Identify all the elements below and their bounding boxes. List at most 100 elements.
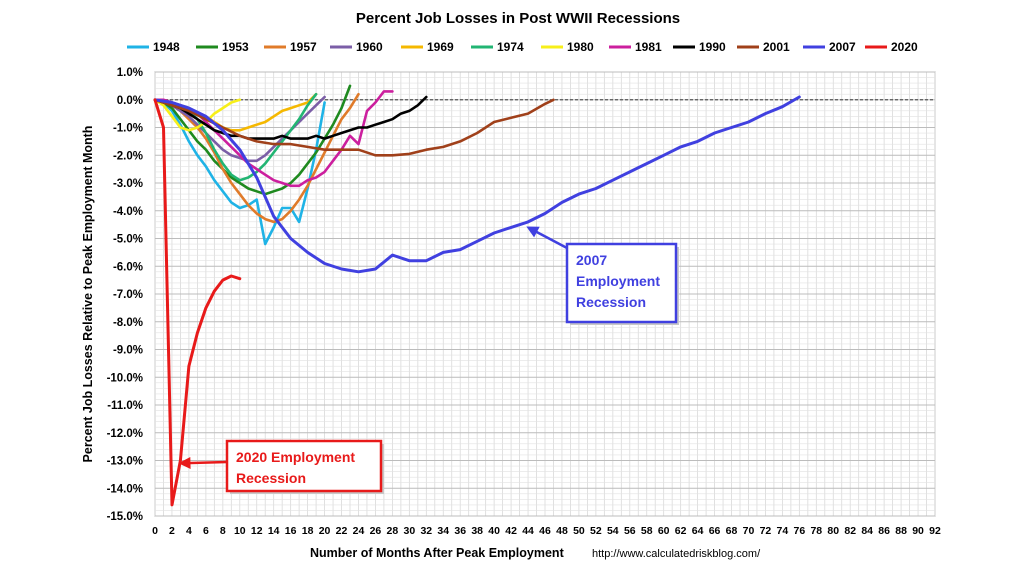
annotation-text: Recession [576, 294, 646, 310]
x-tick-label: 62 [675, 525, 687, 537]
x-axis-ticks: 0 2 4 6 8 10 12 14 16 18 20 22 24 26 28 30 32 34 36 38 40 42 4… [152, 525, 941, 537]
x-tick-label: 10 [234, 525, 246, 537]
x-tick-label: 60 [658, 525, 670, 537]
y-tick-label: -10.0% [107, 372, 143, 384]
x-tick-label: 6 [203, 525, 209, 537]
x-tick-label: 24 [353, 525, 365, 537]
legend-label-2007: 2007 [829, 40, 856, 54]
annotation-text: 2007 [576, 252, 607, 268]
x-tick-label: 38 [471, 525, 483, 537]
y-tick-label: -4.0% [113, 206, 143, 218]
x-tick-label: 88 [895, 525, 907, 537]
y-tick-label: -5.0% [113, 234, 143, 246]
x-tick-label: 36 [454, 525, 466, 537]
x-tick-label: 72 [760, 525, 772, 537]
legend-label-1974: 1974 [497, 40, 524, 54]
legend-label-1953: 1953 [222, 40, 249, 54]
y-tick-label: 0.0% [117, 95, 143, 107]
y-axis-label: Percent Job Losses Relative to Peak Empl… [81, 126, 95, 463]
x-tick-label: 50 [573, 525, 585, 537]
y-tick-label: -13.0% [107, 456, 143, 468]
x-tick-label: 26 [370, 525, 382, 537]
legend-label-1980: 1980 [567, 40, 594, 54]
annotation-arrowhead [178, 457, 191, 469]
x-tick-label: 42 [505, 525, 517, 537]
series-line-1957 [153, 92, 360, 224]
x-tick-label: 64 [692, 525, 704, 537]
y-tick-label: -8.0% [113, 317, 143, 329]
x-tick-label: 2 [169, 525, 175, 537]
x-tick-label: 68 [726, 525, 738, 537]
x-tick-label: 58 [641, 525, 653, 537]
x-tick-label: 16 [285, 525, 297, 537]
chart-title: Percent Job Losses in Post WWII Recessio… [356, 10, 680, 27]
legend-label-2001: 2001 [763, 40, 790, 54]
x-tick-label: 30 [404, 525, 416, 537]
legend-label-1948: 1948 [153, 40, 180, 54]
source-url: http://www.calculatedriskblog.com/ [592, 548, 761, 560]
annotation-text: Recession [236, 470, 306, 486]
series-line-1948 [153, 98, 326, 246]
x-tick-label: 54 [607, 525, 619, 537]
annotation-text: Employment [576, 273, 660, 289]
series-line-1990 [153, 95, 428, 140]
x-tick-label: 28 [387, 525, 399, 537]
x-tick-label: 86 [878, 525, 890, 537]
legend: 1948 1953 1957 1960 1969 1974 1980 1981 1990 2001… [127, 40, 918, 54]
annotation-box [565, 242, 678, 324]
x-tick-label: 40 [488, 525, 500, 537]
series-line-2020 [153, 98, 242, 507]
series-line-1980 [153, 98, 242, 132]
x-tick-label: 14 [268, 525, 280, 537]
y-tick-label: -15.0% [107, 511, 143, 523]
annotations: 2007 Employment Recession 2020 Employment Re… [178, 226, 679, 494]
x-tick-label: 48 [556, 525, 568, 537]
annotation-box [225, 439, 383, 493]
y-tick-label: -3.0% [113, 178, 143, 190]
x-tick-label: 34 [437, 525, 449, 537]
y-axis-ticks: 1.0% 0.0% -1.0% -2.0% -3.0% -4.0% -5.0% -6.0% -7… [107, 67, 143, 523]
legend-label-1990: 1990 [699, 40, 726, 54]
x-tick-label: 78 [810, 525, 822, 537]
x-tick-label: 44 [522, 525, 534, 537]
series-line-1953 [153, 84, 352, 196]
x-tick-label: 0 [152, 525, 158, 537]
x-axis-label: Number of Months After Peak Employment [310, 546, 565, 560]
annotation-arrowhead [526, 226, 540, 238]
y-tick-label: -6.0% [113, 261, 143, 273]
x-tick-label: 90 [912, 525, 924, 537]
y-tick-label: -7.0% [113, 289, 143, 301]
x-tick-label: 46 [539, 525, 551, 537]
legend-label-2020: 2020 [891, 40, 918, 54]
x-tick-label: 84 [861, 525, 873, 537]
annotation-text: 2020 Employment [236, 449, 355, 465]
legend-label-1960: 1960 [356, 40, 383, 54]
y-tick-label: 1.0% [117, 67, 143, 79]
x-tick-label: 92 [929, 525, 941, 537]
x-tick-label: 32 [420, 525, 432, 537]
x-tick-label: 18 [302, 525, 314, 537]
x-tick-label: 66 [709, 525, 721, 537]
y-tick-label: -9.0% [113, 345, 143, 357]
legend-label-1981: 1981 [635, 40, 662, 54]
x-tick-label: 4 [186, 525, 192, 537]
x-tick-label: 52 [590, 525, 602, 537]
x-tick-label: 20 [319, 525, 331, 537]
x-tick-label: 22 [336, 525, 348, 537]
x-tick-label: 12 [251, 525, 263, 537]
legend-label-1957: 1957 [290, 40, 317, 54]
y-tick-label: -12.0% [107, 428, 143, 440]
x-tick-label: 76 [794, 525, 806, 537]
y-tick-label: -11.0% [107, 400, 143, 412]
series-lines [153, 84, 801, 507]
x-tick-label: 8 [220, 525, 226, 537]
x-tick-label: 70 [743, 525, 755, 537]
x-tick-label: 74 [777, 525, 789, 537]
x-tick-label: 56 [624, 525, 636, 537]
series-line-2001 [153, 98, 555, 157]
x-tick-label: 82 [844, 525, 856, 537]
y-tick-label: -14.0% [107, 483, 143, 495]
y-tick-label: -1.0% [113, 123, 143, 135]
y-tick-label: -2.0% [113, 150, 143, 162]
